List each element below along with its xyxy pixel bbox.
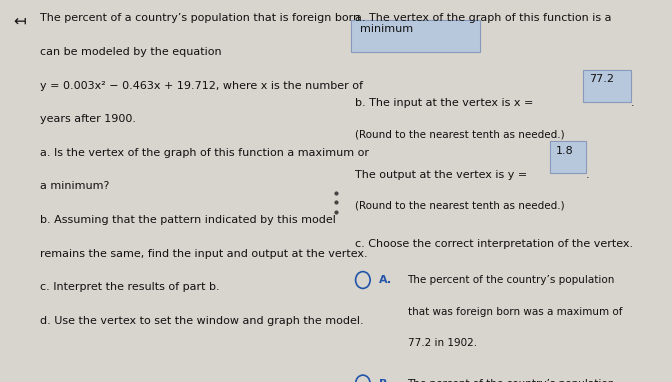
Text: The percent of the country’s population: The percent of the country’s population xyxy=(407,379,615,382)
Text: can be modeled by the equation: can be modeled by the equation xyxy=(40,47,221,57)
Text: (Round to the nearest tenth as needed.): (Round to the nearest tenth as needed.) xyxy=(355,201,564,211)
Text: c. Interpret the results of part b.: c. Interpret the results of part b. xyxy=(40,282,219,292)
Text: remains the same, find the input and output at the vertex.: remains the same, find the input and out… xyxy=(40,249,368,259)
FancyBboxPatch shape xyxy=(550,141,586,173)
Text: y = 0.003x² − 0.463x + 19.712, where x is the number of: y = 0.003x² − 0.463x + 19.712, where x i… xyxy=(40,81,363,91)
Text: The output at the vertex is y =: The output at the vertex is y = xyxy=(355,170,527,180)
Text: b. The input at the vertex is x =: b. The input at the vertex is x = xyxy=(355,98,533,108)
Text: c. Choose the correct interpretation of the vertex.: c. Choose the correct interpretation of … xyxy=(355,239,633,249)
Text: The percent of the country’s population: The percent of the country’s population xyxy=(407,275,615,285)
FancyBboxPatch shape xyxy=(583,70,630,102)
Text: .: . xyxy=(586,170,589,180)
Text: 1.8: 1.8 xyxy=(556,146,574,155)
Text: b. Assuming that the pattern indicated by this model: b. Assuming that the pattern indicated b… xyxy=(40,215,335,225)
Text: A.: A. xyxy=(380,275,392,285)
Text: a. Is the vertex of the graph of this function a maximum or: a. Is the vertex of the graph of this fu… xyxy=(40,148,369,158)
Text: ↤: ↤ xyxy=(13,13,26,28)
Text: a minimum?: a minimum? xyxy=(40,181,109,191)
Text: The percent of a country’s population that is foreign born: The percent of a country’s population th… xyxy=(40,13,360,23)
Text: d. Use the vertex to set the window and graph the model.: d. Use the vertex to set the window and … xyxy=(40,316,364,326)
Text: .: . xyxy=(630,98,634,108)
Text: minimum: minimum xyxy=(360,24,413,34)
Text: a. The vertex of the graph of this function is a: a. The vertex of the graph of this funct… xyxy=(355,13,611,23)
Text: years after 1900.: years after 1900. xyxy=(40,114,136,124)
Text: B.: B. xyxy=(380,379,392,382)
FancyBboxPatch shape xyxy=(351,20,480,52)
Text: 77.2 in 1902.: 77.2 in 1902. xyxy=(407,338,476,348)
Text: that was foreign born was a maximum of: that was foreign born was a maximum of xyxy=(407,307,622,317)
Text: 77.2: 77.2 xyxy=(589,74,614,84)
Text: (Round to the nearest tenth as needed.): (Round to the nearest tenth as needed.) xyxy=(355,129,564,139)
